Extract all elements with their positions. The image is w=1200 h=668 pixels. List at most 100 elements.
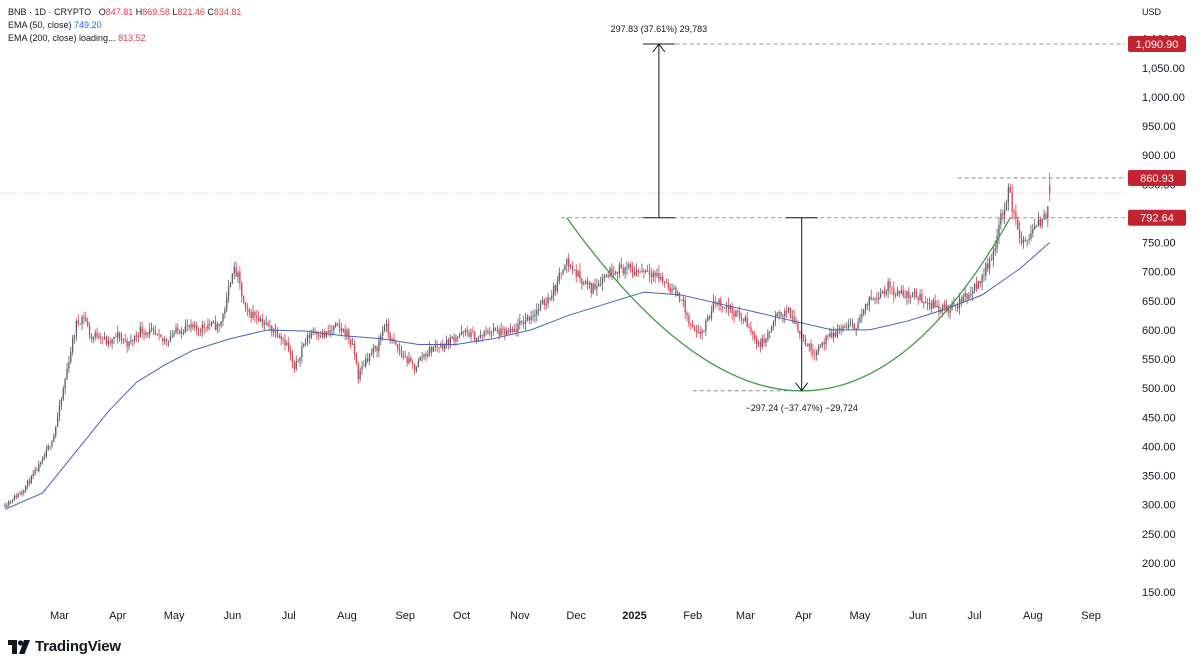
candle-body bbox=[460, 331, 463, 335]
candle-body bbox=[697, 331, 700, 333]
candle-body bbox=[246, 308, 249, 310]
candle-body bbox=[596, 286, 598, 289]
candle-body bbox=[152, 328, 155, 331]
candle-body bbox=[551, 295, 553, 299]
ema50-legend[interactable]: EMA (50, close) 749.20 bbox=[8, 20, 102, 30]
candle-body bbox=[160, 334, 162, 338]
candle-body bbox=[921, 293, 923, 303]
candle-body bbox=[25, 485, 27, 491]
candle-body bbox=[308, 335, 311, 338]
candle-body bbox=[11, 500, 14, 502]
candle-body bbox=[509, 328, 512, 333]
candle-body bbox=[863, 310, 865, 315]
candle-body bbox=[351, 343, 354, 345]
candle-body bbox=[703, 331, 705, 332]
candle-body bbox=[603, 275, 606, 278]
candle-body bbox=[263, 323, 265, 325]
candle-body bbox=[530, 316, 532, 321]
candle-body bbox=[864, 304, 867, 311]
candle-body bbox=[925, 301, 927, 303]
candle-body bbox=[720, 299, 722, 307]
candle-body bbox=[83, 316, 85, 318]
candle-body bbox=[1035, 225, 1038, 227]
tradingview-logo[interactable]: TradingView bbox=[8, 638, 121, 655]
candle-body bbox=[423, 354, 425, 358]
time-axis[interactable]: Mar Apr May Jun Jul Aug Sep Oct Nov Dec 2025 Feb Mar… bbox=[50, 610, 1101, 622]
candle-body bbox=[428, 347, 431, 354]
candle-body bbox=[73, 335, 76, 339]
price-tags: 1,090.90 860.93 792.64 bbox=[1128, 36, 1186, 226]
measure-tools[interactable]: 297.83 (37.61%) 29,783 −297.24 (−37.47%) … bbox=[611, 24, 858, 413]
candle-body bbox=[988, 259, 991, 269]
candle-body bbox=[615, 271, 617, 274]
time-tick-label: Apr bbox=[109, 610, 126, 622]
open-value: 847.81 bbox=[105, 7, 134, 17]
candle-body bbox=[541, 300, 544, 304]
candle-body bbox=[521, 320, 523, 323]
candle-body bbox=[987, 263, 989, 269]
candle-body bbox=[628, 264, 630, 268]
candle-body bbox=[819, 345, 822, 347]
candle-body bbox=[214, 321, 217, 331]
candle-body bbox=[304, 342, 307, 344]
candle-body bbox=[75, 320, 78, 336]
candle-body bbox=[126, 340, 128, 347]
time-tick-label: Jul bbox=[968, 610, 982, 622]
cup-arc[interactable] bbox=[566, 217, 1011, 392]
candle-body bbox=[827, 335, 829, 337]
ema50-value: 749.20 bbox=[74, 20, 102, 30]
candle-body bbox=[128, 341, 130, 347]
candle-body bbox=[752, 331, 754, 335]
candle-body bbox=[340, 327, 342, 332]
candle-body bbox=[776, 313, 778, 317]
candle-body bbox=[158, 333, 160, 335]
candle-body bbox=[928, 303, 931, 305]
candle-body bbox=[633, 271, 636, 275]
candle-body bbox=[154, 330, 156, 334]
candle-body bbox=[301, 346, 303, 358]
candle-body bbox=[19, 493, 21, 495]
candle-body bbox=[1020, 237, 1023, 244]
candle-body bbox=[244, 302, 247, 309]
candle-body bbox=[568, 259, 570, 267]
time-tick-label: Aug bbox=[1023, 610, 1043, 622]
candle-body bbox=[635, 270, 637, 275]
candle-body bbox=[165, 339, 168, 341]
candle-body bbox=[893, 288, 895, 296]
candle-body bbox=[248, 309, 250, 313]
candle-body bbox=[896, 290, 899, 296]
price-tag: 860.93 bbox=[1128, 169, 1186, 186]
candle-body bbox=[881, 291, 884, 294]
candle-body bbox=[348, 329, 350, 340]
candle-body bbox=[357, 363, 359, 380]
time-tick-label: May bbox=[850, 610, 871, 622]
candle-body bbox=[338, 324, 341, 328]
candle-body bbox=[485, 330, 487, 332]
candle-body bbox=[432, 346, 435, 352]
ema200-legend[interactable]: EMA (200, close) loading... 813.52 bbox=[8, 33, 146, 43]
candle-body bbox=[716, 303, 718, 305]
candle-body bbox=[374, 346, 376, 348]
time-tick-label: May bbox=[164, 610, 185, 622]
candle-body bbox=[363, 365, 365, 367]
price-tick-label: 250.00 bbox=[1142, 529, 1176, 541]
time-tick-label: Feb bbox=[683, 610, 702, 622]
candle-body bbox=[549, 297, 551, 299]
candle-body bbox=[273, 331, 275, 333]
candle-body bbox=[748, 327, 750, 328]
price-axis[interactable]: 150.00 200.00 250.00 300.00 350.00 400.00 450.… bbox=[1142, 34, 1185, 599]
candle-body bbox=[661, 276, 664, 282]
candle-body bbox=[620, 264, 622, 269]
candle-body bbox=[968, 294, 970, 299]
candle-body bbox=[740, 316, 743, 320]
candle-body bbox=[226, 297, 228, 310]
candle-body bbox=[810, 343, 812, 351]
candle-body bbox=[526, 316, 529, 321]
candle-body bbox=[444, 344, 446, 350]
candle-body bbox=[791, 316, 793, 318]
candle-body bbox=[746, 317, 748, 328]
candle-body bbox=[267, 322, 269, 327]
candle-body bbox=[626, 267, 628, 269]
price-tag-label: 1,090.90 bbox=[1136, 39, 1179, 51]
